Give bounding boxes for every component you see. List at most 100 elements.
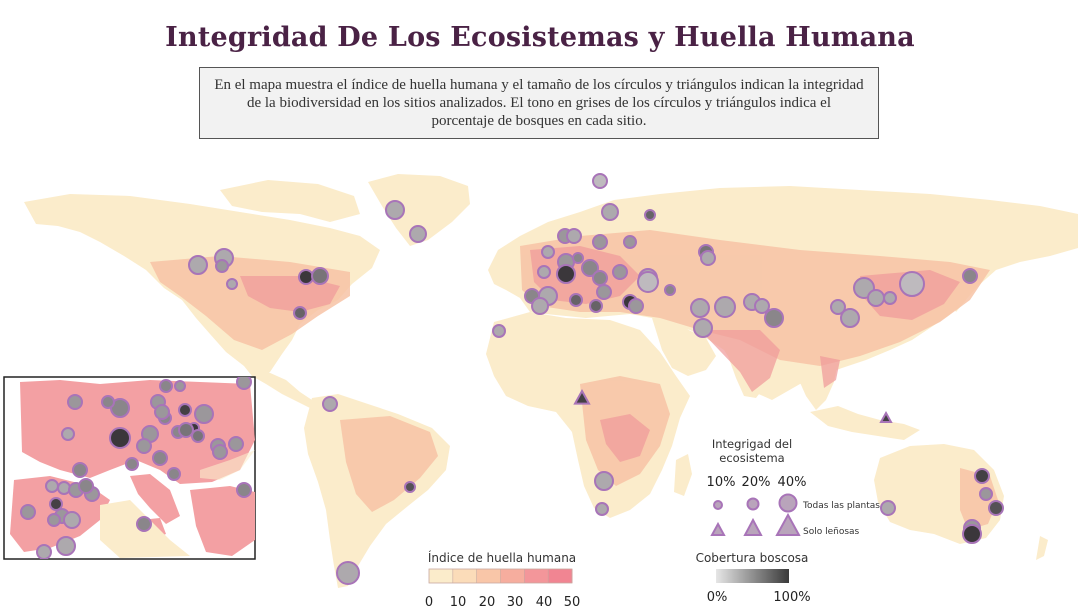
site-circle-marker xyxy=(191,429,205,443)
site-circle-marker xyxy=(61,427,75,441)
site-circle-marker xyxy=(236,377,252,390)
legend-triangle-large xyxy=(775,512,801,536)
footprint-tick-40: 40 xyxy=(536,595,553,610)
site-circle-marker xyxy=(592,234,608,250)
site-circle-marker xyxy=(311,267,329,285)
site-circle-marker xyxy=(883,291,897,305)
footprint-swatch xyxy=(548,569,573,583)
site-circle-marker xyxy=(899,271,925,297)
legend-woody-only-label: Solo leñosas xyxy=(803,527,860,537)
site-circle-marker xyxy=(385,200,405,220)
site-circle-marker xyxy=(595,502,609,516)
site-circle-marker xyxy=(49,497,63,511)
site-circle-marker xyxy=(531,297,549,315)
legend-all-plants-label: Todas las plantas xyxy=(802,501,880,511)
inset-site-markers xyxy=(20,377,252,559)
site-circle-marker xyxy=(690,298,710,318)
site-circle-marker xyxy=(974,468,990,484)
forest-legend-title: Cobertura boscosa xyxy=(696,551,809,565)
site-circle-marker xyxy=(556,264,576,284)
footprint-swatch xyxy=(476,569,501,583)
site-circle-marker xyxy=(228,436,244,452)
site-circle-marker xyxy=(700,250,716,266)
footprint-swatch xyxy=(452,569,478,583)
site-circle-marker xyxy=(714,296,736,318)
map-title: Integridad De Los Ecosistemas y Huella H… xyxy=(165,22,915,53)
site-circle-marker xyxy=(880,500,896,516)
site-circle-marker xyxy=(136,438,152,454)
site-circle-marker xyxy=(612,264,628,280)
site-circle-marker xyxy=(194,404,214,424)
footprint-legend-title: Índice de huella humana xyxy=(428,550,576,565)
site-circle-marker xyxy=(409,225,427,243)
site-circle-marker xyxy=(215,259,229,273)
site-circle-marker xyxy=(962,268,978,284)
legend-circle-medium xyxy=(746,497,760,511)
site-circle-marker xyxy=(293,306,307,320)
site-circle-marker xyxy=(63,511,81,529)
legend-circle-small xyxy=(713,500,723,510)
integrity-legend-title-line1: Integrigad del xyxy=(712,437,792,451)
site-circle-marker xyxy=(566,228,582,244)
site-circle-marker xyxy=(298,269,314,285)
footprint-tick-50: 50 xyxy=(564,595,581,610)
map-description: En el mapa muestra el índice de huella h… xyxy=(199,67,879,139)
footprint-swatch xyxy=(429,569,454,583)
site-circle-marker xyxy=(236,482,252,498)
site-circle-marker xyxy=(152,450,168,466)
site-circle-marker xyxy=(45,479,59,493)
site-circle-marker xyxy=(764,308,784,328)
site-circle-marker xyxy=(601,203,619,221)
site-circle-marker xyxy=(404,481,416,493)
size-label-10: 10% xyxy=(707,475,736,490)
legend-triangle-small xyxy=(710,521,726,536)
site-circle-marker xyxy=(962,524,982,544)
forest-gradient-bar xyxy=(716,569,789,583)
site-markers xyxy=(188,173,1004,585)
site-circle-marker xyxy=(623,235,637,249)
site-circle-marker xyxy=(178,422,194,438)
site-triangle-marker xyxy=(879,410,893,423)
site-circle-marker xyxy=(36,544,52,559)
forest-max-label: 100% xyxy=(773,590,810,605)
site-circle-marker xyxy=(322,396,338,412)
land-footprint-high xyxy=(240,246,960,462)
site-circle-marker xyxy=(336,561,360,585)
site-circle-marker xyxy=(47,513,61,527)
site-circle-marker xyxy=(57,481,71,495)
site-circle-marker xyxy=(212,444,228,460)
site-circle-marker xyxy=(637,271,659,293)
site-circle-marker xyxy=(644,209,656,221)
forest-legend: Cobertura boscosa 0% 100% xyxy=(696,551,811,605)
site-circle-marker xyxy=(693,318,713,338)
footprint-swatch xyxy=(500,569,525,583)
site-circle-marker xyxy=(101,395,115,409)
site-circle-marker xyxy=(78,478,94,494)
site-circle-marker xyxy=(188,255,208,275)
site-circle-marker xyxy=(226,278,238,290)
site-circle-marker xyxy=(136,516,152,532)
site-circle-marker xyxy=(572,252,584,264)
site-circle-marker xyxy=(589,299,603,313)
site-circle-marker xyxy=(72,462,88,478)
footprint-swatch xyxy=(524,569,549,583)
site-circle-marker xyxy=(125,457,139,471)
site-circle-marker xyxy=(178,403,192,417)
legend-triangle-medium xyxy=(743,517,763,536)
site-circle-marker xyxy=(592,173,608,189)
size-label-40: 40% xyxy=(778,475,807,490)
footprint-tick-20: 20 xyxy=(479,595,496,610)
site-circle-marker xyxy=(628,298,644,314)
site-circle-marker xyxy=(67,394,83,410)
integrity-legend: Integrigad del ecosistema 10% 20% 40% To… xyxy=(707,437,881,537)
site-circle-marker xyxy=(154,404,170,420)
footprint-legend: Índice de huella humana 0 10 20 30 40 50 xyxy=(425,550,580,610)
site-circle-marker xyxy=(56,536,76,556)
footprint-scale xyxy=(428,568,573,584)
footprint-tick-10: 10 xyxy=(450,595,467,610)
site-circle-marker xyxy=(830,299,846,315)
site-circle-marker xyxy=(174,380,186,392)
site-circle-marker xyxy=(569,293,583,307)
site-circle-marker xyxy=(492,324,506,338)
